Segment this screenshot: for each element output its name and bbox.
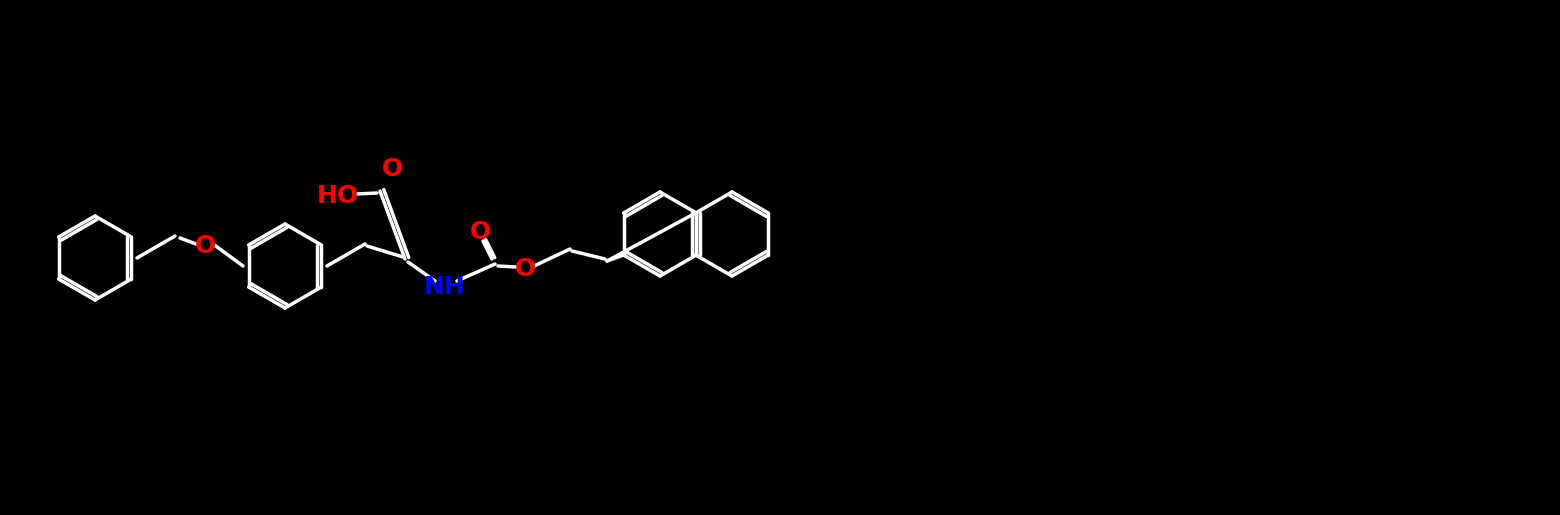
Text: O: O: [515, 257, 535, 281]
Text: HO: HO: [317, 184, 359, 208]
Text: O: O: [195, 234, 215, 258]
Text: O: O: [381, 157, 402, 181]
Text: NH: NH: [424, 275, 466, 299]
Text: O: O: [470, 220, 491, 244]
